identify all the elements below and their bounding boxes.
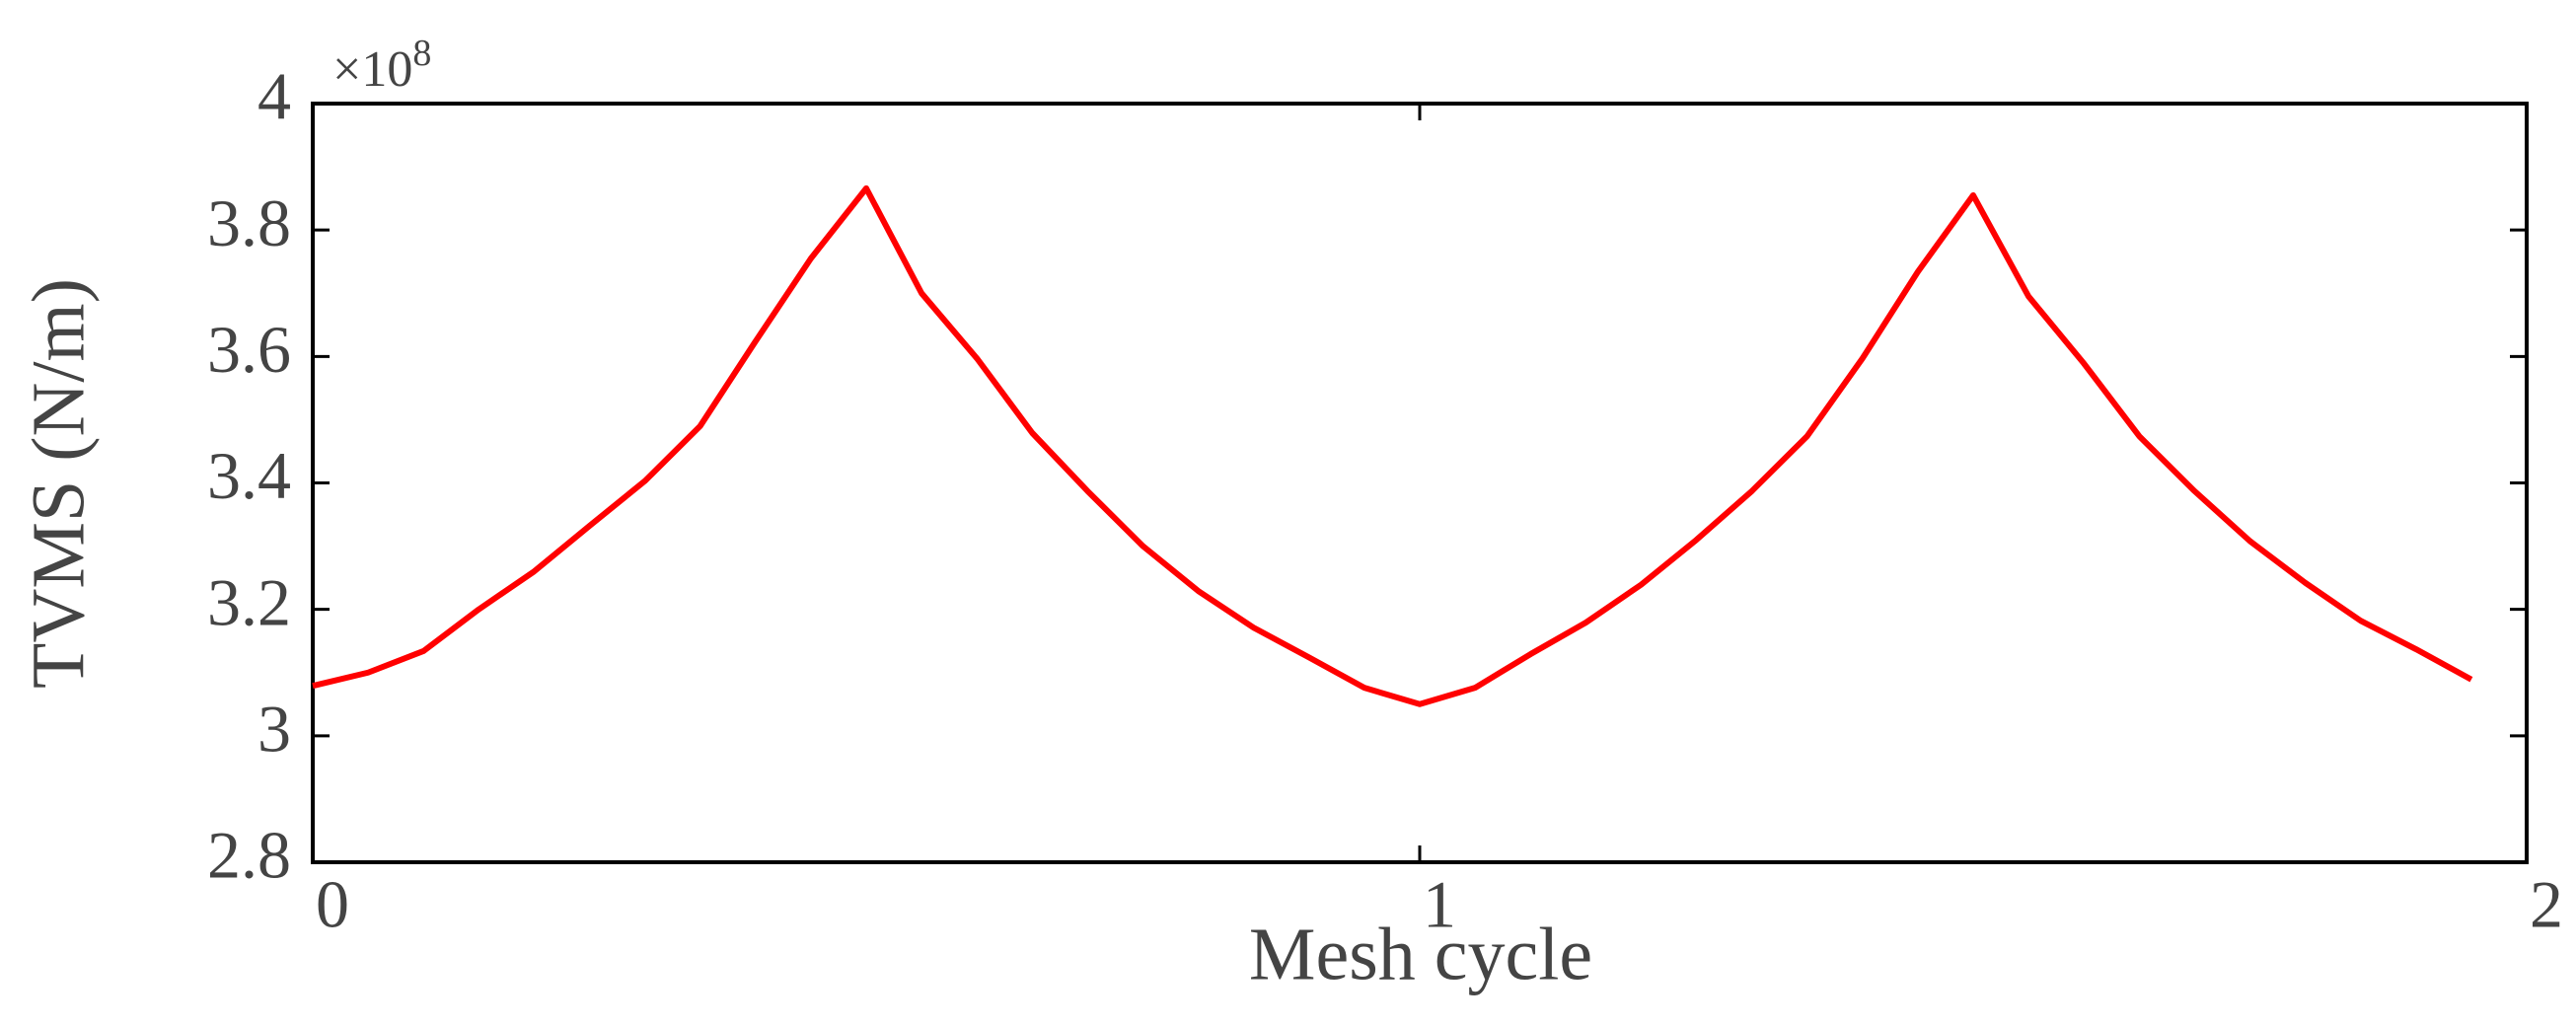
y-tick-label: 3.8 xyxy=(207,185,291,260)
x-tick-label: 2 xyxy=(2530,867,2563,942)
y-tick-label: 3.2 xyxy=(207,564,291,639)
data-line xyxy=(312,184,2473,707)
exponent-power: 8 xyxy=(412,33,431,74)
x-tick-label: 0 xyxy=(316,867,349,942)
y-tick-label: 3.4 xyxy=(207,438,291,513)
x-axis-label: Mesh cycle xyxy=(1249,913,1592,995)
y-tick-label: 2.8 xyxy=(207,818,291,893)
exponent-base: ×10 xyxy=(332,41,412,98)
y-tick-label: 4 xyxy=(258,59,291,134)
y-axis-label: TVMS (N/m) xyxy=(17,278,100,689)
x-tick-label: 1 xyxy=(1423,867,1456,942)
y-tick-label: 3 xyxy=(258,691,291,766)
y-exponent: ×108 xyxy=(332,33,431,98)
y-tick-label: 3.6 xyxy=(207,312,291,387)
